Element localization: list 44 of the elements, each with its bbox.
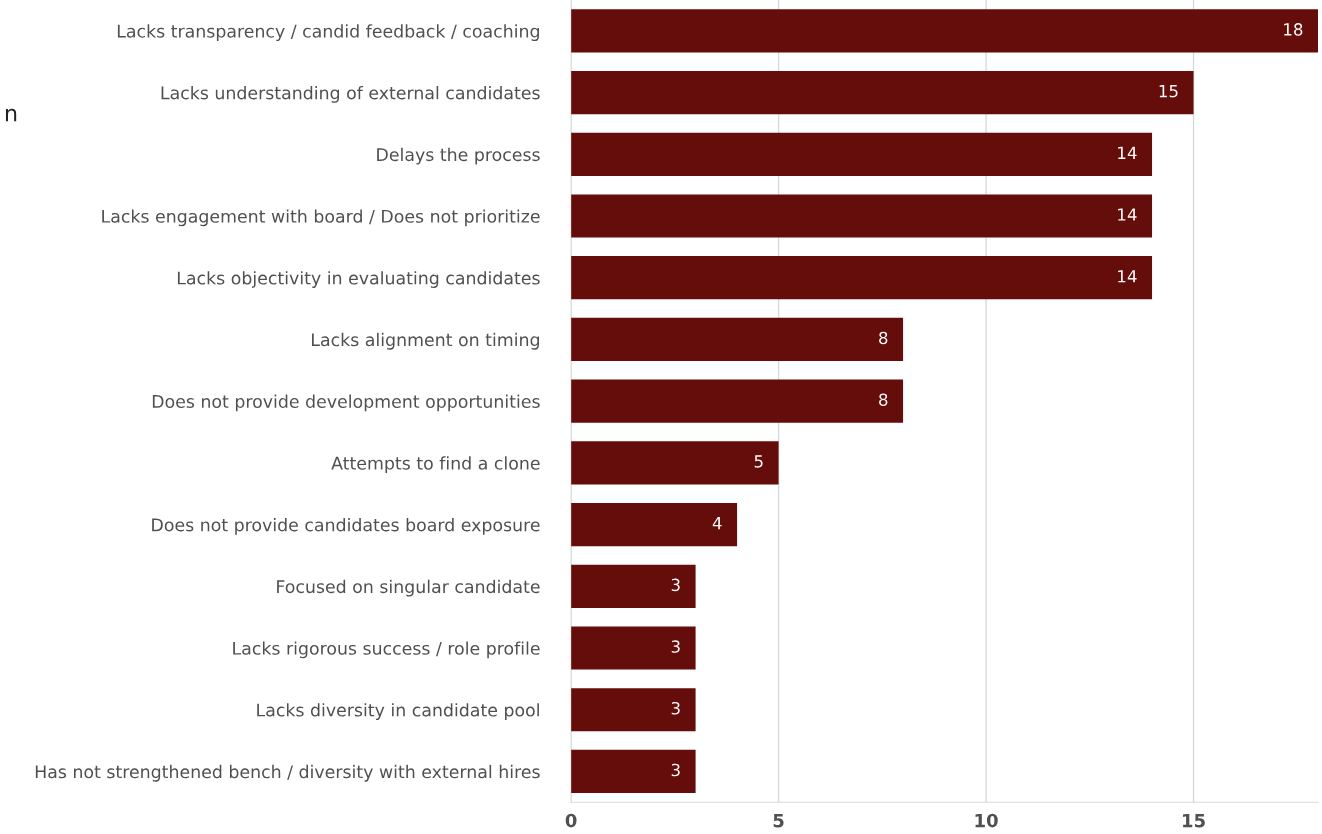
- bar: [571, 132, 1153, 176]
- data-label: 3: [671, 701, 680, 715]
- data-label: 15: [1159, 85, 1178, 98]
- x-tick-label: 0: [565, 813, 577, 828]
- data-label: 3: [671, 763, 680, 777]
- bar: [571, 749, 696, 794]
- y-tick-label: Delays the process: [377, 147, 540, 165]
- data-label: 8: [879, 393, 888, 406]
- data-label: 8: [879, 331, 888, 345]
- bar: [571, 379, 904, 423]
- y-tick-label: Does not provide development opportunities: [152, 394, 540, 412]
- bar: [571, 626, 696, 670]
- bar: [571, 194, 1153, 238]
- data-label: 3: [671, 640, 680, 653]
- y-tick-label: Lacks rigorous success / role profile: [233, 641, 540, 659]
- y-tick-label: Has not strengthened bench / diversity with external hires: [35, 764, 540, 782]
- x-tick-label: 10: [975, 813, 998, 828]
- y-tick-label: Lacks transparency / candid feedback / coaching: [117, 24, 539, 42]
- data-label: 3: [671, 578, 680, 592]
- data-label: 14: [1118, 146, 1137, 159]
- bar: [571, 502, 738, 547]
- bar: [571, 317, 904, 362]
- data-label: 14: [1118, 208, 1137, 221]
- text: n: [5, 108, 17, 122]
- bar: [571, 564, 696, 608]
- data-label: 5: [754, 455, 763, 468]
- y-tick-label: Focused on singular candidate: [277, 579, 540, 597]
- bar: [571, 688, 696, 732]
- data-label: 14: [1118, 270, 1137, 283]
- x-tick-label: 15: [1183, 813, 1205, 828]
- bar: [571, 256, 1153, 300]
- y-tick-label: Lacks diversity in candidate pool: [257, 703, 539, 720]
- y-tick-label: Lacks understanding of external candidates: [161, 85, 540, 103]
- bar: [571, 441, 779, 485]
- y-tick-label: Attempts to find a clone: [331, 456, 540, 474]
- x-tick-label: 5: [773, 813, 784, 828]
- data-label: 18: [1284, 23, 1303, 36]
- y-tick-label: Lacks objectivity in evaluating candidates: [177, 271, 540, 288]
- data-label: 4: [712, 517, 722, 530]
- y-tick-label: Lacks engagement with board / Does not prioritize: [102, 209, 540, 227]
- bar: [571, 70, 1194, 115]
- y-tick-label: Lacks alignment on timing: [312, 332, 539, 350]
- bar: [571, 9, 1319, 53]
- y-tick-label: Does not provide candidates board exposure: [152, 517, 540, 535]
